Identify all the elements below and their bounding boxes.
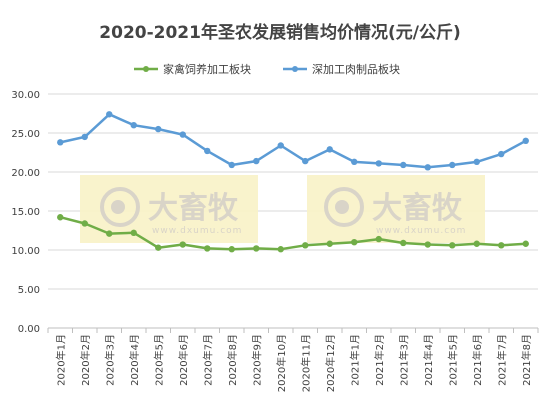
x-tick-label-4: 2020年5月 <box>152 334 165 386</box>
watermark-left-logo-icon <box>100 187 140 227</box>
data-point-series-1-0 <box>57 214 64 221</box>
data-point-series-1-17 <box>473 240 480 247</box>
data-point-series-1-5 <box>179 241 186 248</box>
legend-item-series-1: 家禽饲养加工板块 <box>134 62 251 76</box>
x-tick-label-10: 2020年11月 <box>299 334 312 392</box>
watermark-right-logo-icon <box>324 187 364 227</box>
data-point-series-1-18 <box>498 242 505 249</box>
watermark-left-url: www.dxumu.com <box>152 226 242 236</box>
x-tick-label-3: 2020年4月 <box>128 334 141 386</box>
legend-item-series-2: 深加工肉制品板块 <box>283 62 400 76</box>
series-line-2 <box>60 113 527 169</box>
plot-area <box>57 111 529 253</box>
data-point-series-2-13 <box>375 160 382 167</box>
data-point-series-1-14 <box>400 239 407 247</box>
data-point-series-2-5 <box>179 131 186 138</box>
data-point-series-2-16 <box>449 161 456 169</box>
watermark-right-url: www.dxumu.com <box>376 226 466 236</box>
watermark-right: 大畜牧 www.dxumu.com <box>307 175 485 243</box>
data-point-series-2-19 <box>522 137 529 144</box>
y-tick-label-6: 30.00 <box>11 90 40 101</box>
data-point-series-2-0 <box>57 139 64 146</box>
y-tick-label-0: 0.00 <box>18 324 40 335</box>
x-tick-label-19: 2021年8月 <box>520 334 533 386</box>
data-point-series-1-9 <box>277 246 284 253</box>
data-point-series-2-4 <box>155 125 162 133</box>
legend-label-series-1: 家禽饲养加工板块 <box>163 62 251 76</box>
x-tick-label-6: 2020年7月 <box>201 334 214 386</box>
data-point-series-1-1 <box>81 220 88 227</box>
data-point-series-2-10 <box>302 157 309 165</box>
x-tick-label-15: 2021年4月 <box>422 334 435 386</box>
data-point-series-1-10 <box>302 242 309 249</box>
watermark-right-logo-dot <box>335 200 349 214</box>
x-tick-label-12: 2021年1月 <box>348 334 361 386</box>
x-tick-label-14: 2021年3月 <box>397 334 410 386</box>
x-tick-label-18: 2021年7月 <box>495 334 508 386</box>
watermark-left-logo-dot <box>111 200 125 214</box>
y-axis: 0.00 5.00 10.00 15.00 20.00 25.00 30.00 <box>11 90 40 335</box>
data-point-series-2-8 <box>253 157 260 165</box>
data-point-series-2-2 <box>106 111 113 118</box>
data-point-series-1-7 <box>228 246 235 253</box>
y-tick-label-2: 10.00 <box>11 246 40 257</box>
data-point-series-1-12 <box>351 239 358 246</box>
data-point-series-1-3 <box>130 229 137 237</box>
x-tick-label-1: 2020年2月 <box>79 334 92 386</box>
data-point-series-1-16 <box>449 242 456 249</box>
x-tick-label-13: 2021年2月 <box>373 334 386 386</box>
data-point-series-2-11 <box>326 146 333 153</box>
data-point-series-2-1 <box>81 133 88 141</box>
data-point-series-1-13 <box>375 235 382 243</box>
series-line-1 <box>59 215 526 251</box>
data-point-series-2-18 <box>498 150 505 158</box>
chart-title: 2020-2021年圣农发展销售均价情况(元/公斤) <box>99 22 460 43</box>
data-point-series-2-17 <box>473 158 480 166</box>
data-point-series-1-8 <box>253 245 260 252</box>
data-point-series-2-9 <box>277 142 284 149</box>
legend-marker-series-2 <box>292 66 298 72</box>
legend-marker-series-1 <box>143 66 149 72</box>
data-point-series-1-11 <box>326 240 333 247</box>
y-tick-label-3: 15.00 <box>11 207 40 218</box>
data-point-series-2-7 <box>228 161 235 169</box>
x-tick-label-8: 2020年9月 <box>250 334 263 386</box>
watermark-right-brand: 大畜牧 <box>372 191 463 226</box>
x-tick-label-0: 2020年1月 <box>54 334 67 386</box>
x-tick-label-5: 2020年6月 <box>177 334 190 386</box>
data-point-series-1-4 <box>155 244 162 251</box>
data-point-series-1-15 <box>424 241 431 248</box>
data-point-series-1-19 <box>522 240 529 247</box>
data-point-series-2-15 <box>424 164 431 171</box>
data-point-series-2-6 <box>204 147 211 155</box>
data-point-series-1-2 <box>106 230 113 237</box>
x-tick-label-11: 2020年12月 <box>324 334 337 392</box>
watermark-left-brand: 大畜牧 <box>148 191 239 226</box>
legend: 家禽饲养加工板块 深加工肉制品板块 <box>134 62 400 76</box>
data-point-series-2-14 <box>400 161 407 169</box>
y-tick-label-5: 25.00 <box>11 129 40 140</box>
y-tick-label-4: 20.00 <box>11 168 40 179</box>
x-tick-label-17: 2021年6月 <box>471 334 484 386</box>
x-tick-label-2: 2020年3月 <box>103 334 116 386</box>
legend-label-series-2: 深加工肉制品板块 <box>312 62 400 76</box>
x-tick-label-9: 2020年10月 <box>275 334 288 392</box>
y-tick-label-1: 5.00 <box>18 285 40 296</box>
x-tick-label-7: 2020年8月 <box>226 334 239 386</box>
data-point-series-1-6 <box>204 245 211 252</box>
x-tick-label-16: 2021年5月 <box>446 334 459 386</box>
x-axis: 2020年1月 2020年2月 2020年3月 2020年4月 2020年5月 2020年… <box>47 328 539 392</box>
data-point-series-2-12 <box>351 158 358 166</box>
data-point-series-2-3 <box>130 122 137 129</box>
